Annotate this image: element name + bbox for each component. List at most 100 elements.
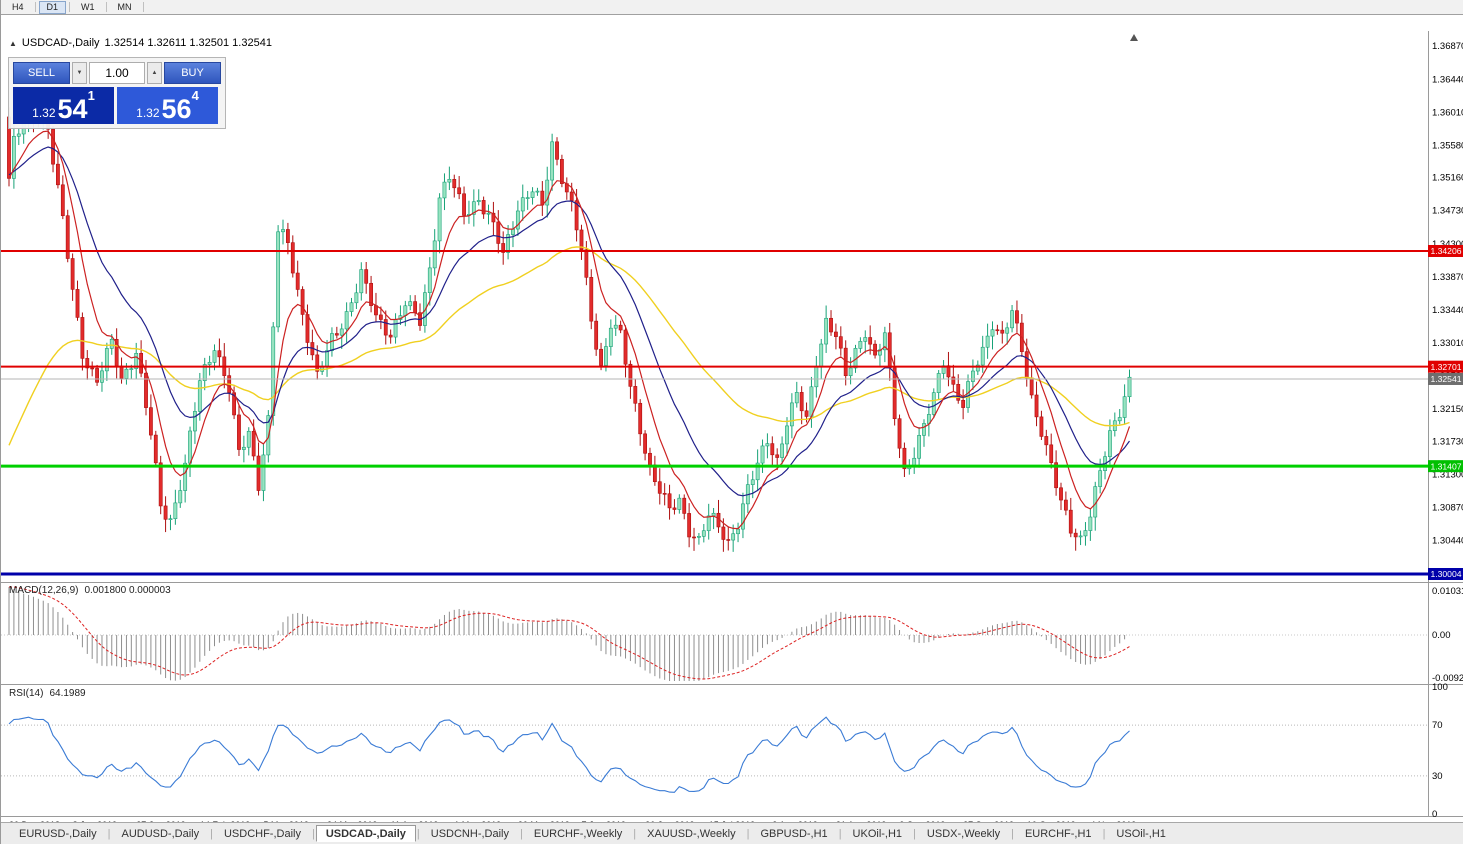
lot-increase-button[interactable]: ▲ bbox=[147, 62, 162, 84]
tab-separator: | bbox=[746, 827, 750, 840]
timeframe-button-mn[interactable]: MN bbox=[109, 0, 140, 14]
toolbar-separator bbox=[105, 2, 107, 12]
tab-ukoil-h1[interactable]: UKOil-,H1 bbox=[852, 827, 903, 840]
price-tag bbox=[1428, 360, 1463, 373]
rsi-line bbox=[8, 716, 1130, 793]
sell-price-prefix: 1.32 bbox=[32, 106, 56, 120]
one-click-trading-panel: SELL ▼ ▲ BUY 1.32 54 1 1.32 56 4 bbox=[8, 57, 226, 129]
tab-usdchf-daily[interactable]: USDCHF-,Daily bbox=[223, 827, 301, 840]
tab-separator: | bbox=[1102, 827, 1106, 840]
timeframe-button-w1[interactable]: W1 bbox=[73, 0, 103, 14]
price-axis-label: 1.33440 bbox=[1432, 305, 1463, 316]
trade-panel-toggle-icon[interactable]: ▲ bbox=[9, 38, 17, 48]
price-tag bbox=[1428, 244, 1463, 257]
price-tag-label: 1.34206 bbox=[1430, 246, 1461, 256]
rsi-axis-label: 30 bbox=[1432, 771, 1443, 782]
price-axis-label: 1.36010 bbox=[1432, 107, 1463, 118]
price-tag bbox=[1428, 372, 1463, 385]
price-axis-label: 1.34730 bbox=[1432, 206, 1463, 217]
macd-axis-label: -0.009203 bbox=[1432, 673, 1463, 684]
chart-tabs-bar: EURUSD-,Daily | AUDUSD-,Daily | USDCHF-,Dail… bbox=[1, 822, 1463, 844]
chart-symbol-label: USDCAD-,Daily bbox=[21, 37, 100, 49]
price-axis-label: 1.31300 bbox=[1432, 469, 1463, 480]
tab-separator: | bbox=[913, 827, 916, 840]
rsi-axis-label: 0 bbox=[1432, 809, 1437, 820]
tab-usdcnh-daily[interactable]: USDCNH-,Daily bbox=[430, 827, 509, 840]
rsi-value: 64.1989 bbox=[49, 688, 86, 699]
chart-title: ▲ USDCAD-,Daily 1.32514 1.32611 1.32501 … bbox=[9, 37, 272, 49]
candles-layer bbox=[7, 101, 1132, 552]
rsi-indicator-label: RSI(14) 64.1989 bbox=[9, 688, 86, 699]
price-tag-label: 1.30004 bbox=[1430, 569, 1461, 579]
tab-separator: | bbox=[838, 827, 842, 840]
tab-separator: | bbox=[416, 827, 420, 840]
price-tag-label: 1.32541 bbox=[1430, 374, 1461, 384]
macd-signal-line bbox=[9, 586, 1130, 680]
price-axis-label: 1.33010 bbox=[1432, 338, 1463, 349]
price-axis-label: 1.30440 bbox=[1432, 535, 1463, 546]
tab-audusd-daily[interactable]: AUDUSD-,Daily bbox=[121, 827, 200, 840]
macd-axis-label: 0.010311 bbox=[1432, 586, 1463, 597]
chart-window: 1.36870 1.36440 1.36010 1.35580 1.35160 1.347… bbox=[1, 15, 1463, 830]
rsi-name: RSI(14) bbox=[9, 688, 44, 699]
price-axis-label: 1.35160 bbox=[1432, 173, 1463, 184]
tab-eurchf-h1[interactable]: EURCHF-,H1 bbox=[1024, 827, 1092, 840]
tab-separator: | bbox=[633, 827, 637, 840]
price-axis-label: 1.36440 bbox=[1432, 74, 1463, 85]
price-axis-label: 1.34300 bbox=[1432, 239, 1463, 250]
tab-eurusd-daily[interactable]: EURUSD-,Daily bbox=[19, 827, 97, 840]
tab-xauusd-weekly[interactable]: XAUUSD-,Weekly bbox=[647, 827, 736, 840]
buy-price-point: 4 bbox=[191, 88, 199, 103]
price-axis-label: 1.31730 bbox=[1432, 436, 1463, 447]
price-axis-label: 1.36870 bbox=[1432, 41, 1463, 52]
tab-separator: | bbox=[1011, 827, 1014, 840]
macd-histogram bbox=[8, 587, 1130, 681]
price-tag bbox=[1428, 568, 1463, 580]
tab-usoil-h1[interactable]: USOil-,H1 bbox=[1116, 827, 1166, 840]
rsi-axis-label: 70 bbox=[1432, 720, 1443, 731]
timeframe-button-h4[interactable]: H4 bbox=[4, 0, 32, 14]
chart-ohlc-values: 1.32514 1.32611 1.32501 1.32541 bbox=[104, 37, 272, 49]
macd-axis-label: 0.00 bbox=[1432, 630, 1451, 641]
toolbar-separator bbox=[34, 2, 36, 12]
tab-separator: | bbox=[107, 827, 111, 840]
tab-usdx-weekly[interactable]: USDX-,Weekly bbox=[926, 827, 1001, 840]
sell-button[interactable]: SELL bbox=[13, 62, 70, 84]
lot-decrease-button[interactable]: ▼ bbox=[72, 62, 87, 84]
rsi-axis-label: 100 bbox=[1432, 682, 1448, 693]
timeframe-toolbar: H4 D1 W1 MN bbox=[1, 0, 1463, 15]
price-axis-label: 1.30870 bbox=[1432, 502, 1463, 513]
tab-separator: | bbox=[311, 827, 315, 840]
toolbar-separator bbox=[142, 2, 144, 12]
timeframe-button-d1[interactable]: D1 bbox=[38, 0, 67, 14]
toolbar-separator bbox=[69, 2, 71, 12]
macd-indicator-label: MACD(12,26,9) 0.001800 0.000003 bbox=[9, 585, 171, 596]
chart-canvas[interactable]: 1.36870 1.36440 1.36010 1.35580 1.35160 1.347… bbox=[1, 15, 1463, 837]
sell-price-point: 1 bbox=[87, 88, 95, 103]
chart-shift-marker-icon bbox=[1130, 34, 1138, 41]
price-axis-label: 1.35580 bbox=[1432, 140, 1463, 151]
tab-eurchf-weekly[interactable]: EURCHF-,Weekly bbox=[533, 827, 623, 840]
sell-price-pips: 54 bbox=[57, 94, 88, 124]
tab-gbpusd-h1[interactable]: GBPUSD-,H1 bbox=[760, 827, 828, 840]
price-tag-label: 1.31407 bbox=[1430, 461, 1461, 471]
tab-separator: | bbox=[520, 827, 523, 840]
tab-usdcad-daily[interactable]: USDCAD-,Daily bbox=[315, 825, 416, 842]
price-axis-label: 1.33870 bbox=[1432, 272, 1463, 283]
buy-price-pips: 56 bbox=[161, 94, 192, 124]
ma-mid-line bbox=[8, 146, 1130, 497]
buy-price-prefix: 1.32 bbox=[136, 106, 160, 120]
ma-fast-line bbox=[8, 130, 1131, 530]
macd-values: 0.001800 0.000003 bbox=[84, 585, 171, 596]
price-axis-label: 1.32150 bbox=[1432, 404, 1463, 415]
macd-name: MACD(12,26,9) bbox=[9, 585, 79, 596]
price-tag bbox=[1428, 460, 1463, 473]
ma-slow-line bbox=[8, 246, 1130, 446]
sell-price-display[interactable]: 1.32 54 1 bbox=[13, 87, 114, 124]
tab-separator: | bbox=[210, 827, 213, 840]
price-tag-label: 1.32701 bbox=[1430, 362, 1461, 372]
lot-size-input[interactable] bbox=[89, 62, 145, 84]
buy-button[interactable]: BUY bbox=[164, 62, 221, 84]
buy-price-display[interactable]: 1.32 56 4 bbox=[117, 87, 218, 124]
